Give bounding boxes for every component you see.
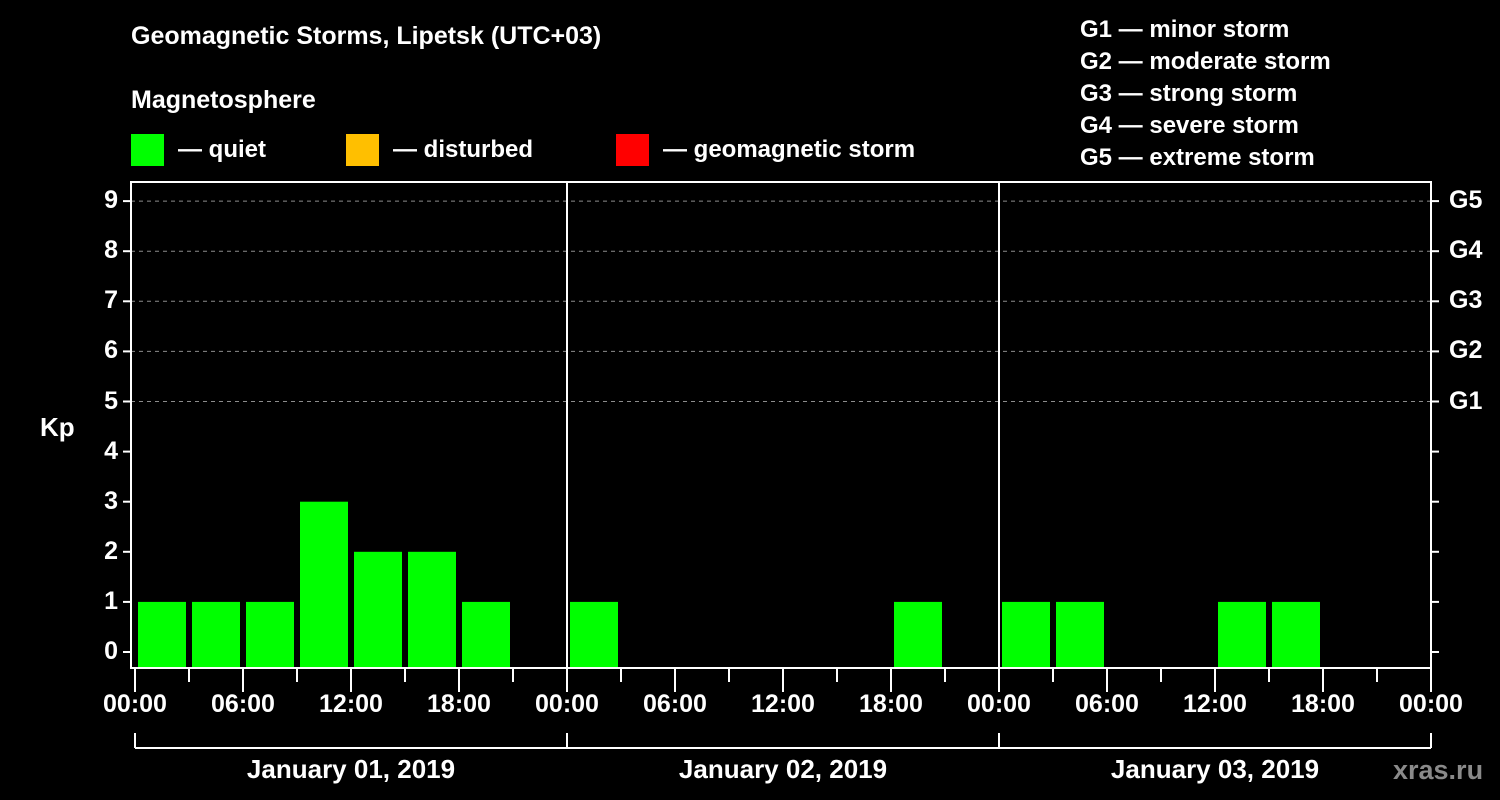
y-tick-label: 7 — [104, 286, 118, 315]
y-axis-label: Kp — [40, 412, 75, 442]
y-tick-label: 9 — [104, 186, 118, 215]
y-tick-label: 6 — [104, 336, 118, 365]
storm-swatch-icon — [616, 134, 649, 166]
disturbed-swatch-icon — [346, 134, 379, 166]
kp-bar — [246, 601, 294, 668]
y-tick-label: 5 — [104, 386, 118, 415]
kp-bar — [192, 601, 240, 668]
chart-subtitle: Magnetosphere — [131, 86, 316, 114]
legend-disturbed: — disturbed — [346, 133, 533, 167]
legend-quiet-label: — quiet — [178, 136, 266, 163]
x-tick-label: 06:00 — [1075, 690, 1139, 718]
watermark: xras.ru — [1393, 755, 1484, 785]
kp-bar — [1002, 601, 1050, 668]
storm-level-tick-label: G2 — [1449, 336, 1483, 365]
x-tick-label: 06:00 — [643, 690, 707, 718]
kp-bar — [138, 601, 186, 668]
x-tick-label: 12:00 — [1183, 690, 1247, 718]
x-tick-label: 12:00 — [751, 690, 815, 718]
x-tick-label: 06:00 — [211, 690, 275, 718]
y-tick-label: 2 — [104, 536, 118, 565]
x-tick-label: 00:00 — [535, 690, 599, 718]
kp-bar — [1056, 601, 1104, 668]
kp-bar — [894, 601, 942, 668]
y-tick-label: 8 — [104, 236, 118, 265]
g2-legend: G2 — moderate storm — [1080, 48, 1331, 75]
storm-level-tick-label: G3 — [1449, 286, 1483, 315]
x-tick-label: 00:00 — [1399, 690, 1463, 718]
quiet-swatch-icon — [131, 134, 164, 166]
day-label: January 01, 2019 — [246, 754, 456, 784]
g5-legend: G5 — extreme storm — [1080, 144, 1315, 171]
day-label: January 02, 2019 — [678, 754, 888, 784]
storm-level-tick-label: G1 — [1449, 386, 1483, 415]
y-tick-label: 0 — [104, 637, 118, 665]
legend-disturbed-label: — disturbed — [393, 136, 534, 163]
x-tick-label: 18:00 — [427, 690, 491, 718]
x-tick-label: 18:00 — [1291, 690, 1355, 718]
x-tick-label: 12:00 — [319, 690, 383, 718]
y-tick-label: 4 — [104, 436, 118, 465]
legend-storm-label: — geomagnetic storm — [663, 136, 916, 163]
kp-bar — [354, 551, 402, 668]
storm-level-legend: G1 — minor storm G2 — moderate storm G3 … — [1080, 14, 1331, 174]
y-tick-label: 3 — [104, 486, 118, 515]
y-tick-label: 1 — [104, 586, 118, 615]
kp-bar — [1272, 601, 1320, 668]
kp-bar — [462, 601, 510, 668]
g4-legend: G4 — severe storm — [1080, 112, 1299, 139]
g1-legend: G1 — minor storm — [1080, 16, 1290, 43]
storm-level-tick-label: G5 — [1449, 186, 1483, 215]
g3-legend: G3 — strong storm — [1080, 80, 1298, 107]
x-tick-label: 00:00 — [967, 690, 1031, 718]
day-label: January 03, 2019 — [1110, 754, 1320, 784]
storm-level-tick-label: G4 — [1449, 236, 1483, 265]
kp-bar — [1218, 601, 1266, 668]
kp-bar — [570, 601, 618, 668]
legend-quiet: — quiet — [131, 133, 266, 167]
chart-title: Geomagnetic Storms, Lipetsk (UTC+03) — [131, 22, 602, 50]
x-tick-label: 18:00 — [859, 690, 923, 718]
x-tick-label: 00:00 — [103, 690, 167, 718]
legend-storm: — geomagnetic storm — [616, 133, 915, 167]
kp-bar — [300, 501, 348, 668]
kp-bar — [408, 551, 456, 668]
